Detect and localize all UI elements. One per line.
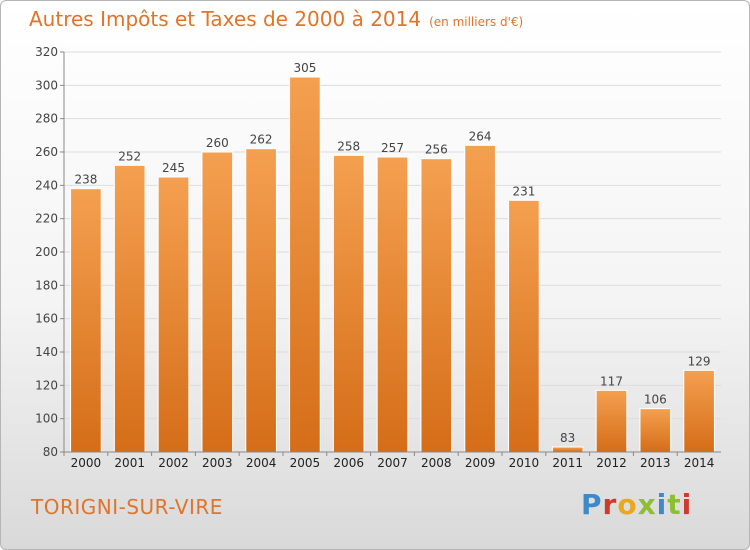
bar <box>595 389 628 453</box>
data-label: 264 <box>469 129 492 143</box>
data-label: 252 <box>118 149 141 163</box>
logo-letter: r <box>602 488 618 521</box>
logo-letter: P <box>581 488 603 521</box>
commune-name: TORIGNI-SUR-VIRE <box>31 495 223 519</box>
data-label: 305 <box>293 61 316 75</box>
logo-letter: t <box>667 488 682 521</box>
bar <box>201 151 234 453</box>
chart-title-text: Autres Impôts et Taxes de 2000 à 2014 <box>29 7 422 31</box>
x-tick-label: 2010 <box>509 456 540 470</box>
bar <box>464 144 496 453</box>
logo-letter: i <box>656 488 668 521</box>
data-label: 238 <box>74 173 97 187</box>
y-tick-label: 140 <box>35 345 58 359</box>
data-label: 260 <box>206 136 229 150</box>
data-label: 257 <box>381 141 404 155</box>
x-tick-label: 2001 <box>114 456 145 470</box>
x-tick-label: 2003 <box>202 456 233 470</box>
chart-title: Autres Impôts et Taxes de 2000 à 2014 (en… <box>29 7 523 31</box>
x-tick-label: 2004 <box>246 456 277 470</box>
x-tick-label: 2012 <box>596 456 627 470</box>
y-tick-label: 260 <box>35 145 58 159</box>
bar <box>289 76 321 453</box>
y-tick-label: 160 <box>35 312 58 326</box>
logo-letter: o <box>617 488 638 521</box>
data-label: 129 <box>688 354 711 368</box>
y-tick-label: 220 <box>35 212 58 226</box>
bars: 238 252 245 260 262 305 258 257 256 264 231 83 117 10… <box>70 61 715 453</box>
x-tick-label: 2007 <box>377 456 408 470</box>
bar <box>508 199 540 453</box>
x-tick-label: 2011 <box>552 456 583 470</box>
proxiti-logo[interactable]: Proxiti <box>581 488 692 521</box>
y-tick-label: 120 <box>35 378 58 392</box>
x-tick-label: 2005 <box>290 456 321 470</box>
bar <box>70 188 102 453</box>
data-label: 83 <box>560 431 575 445</box>
bar <box>113 164 146 453</box>
x-tick-label: 2000 <box>71 456 102 470</box>
y-tick-label: 240 <box>35 178 58 192</box>
y-tick-label: 280 <box>35 112 58 126</box>
y-tick-label: 200 <box>35 245 58 259</box>
y-tick-label: 80 <box>43 445 58 459</box>
data-label: 106 <box>644 393 667 407</box>
y-tick-label: 320 <box>35 45 58 59</box>
x-tick-label: 2002 <box>158 456 189 470</box>
data-label: 256 <box>425 143 448 157</box>
logo-letter: i <box>681 488 693 521</box>
logo-letter: x <box>637 488 657 521</box>
x-tick-label: 2009 <box>465 456 496 470</box>
bar <box>376 156 409 453</box>
bar <box>245 148 277 453</box>
data-label: 117 <box>600 374 623 388</box>
data-label: 258 <box>337 139 360 153</box>
x-tick-label: 2008 <box>421 456 452 470</box>
axes: 80 100 120 140 160 180 200 220 240 260 280 300 320 20… <box>35 45 721 470</box>
bar <box>551 446 584 453</box>
x-tick-label: 2006 <box>333 456 364 470</box>
x-tick-label: 2013 <box>640 456 671 470</box>
x-tick-label: 2014 <box>684 456 715 470</box>
y-tick-label: 100 <box>35 412 58 426</box>
bar <box>639 408 672 453</box>
bar <box>157 176 190 453</box>
bar <box>683 369 715 453</box>
y-tick-label: 300 <box>35 78 58 92</box>
bar <box>420 158 453 453</box>
y-tick-label: 180 <box>35 278 58 292</box>
data-label: 245 <box>162 161 185 175</box>
bar-chart: 238 252 245 260 262 305 258 257 256 264 231 83 117 10… <box>35 45 721 470</box>
bar <box>332 154 365 453</box>
data-label: 231 <box>512 184 535 198</box>
chart-subtitle: (en milliers d'€) <box>429 15 524 29</box>
data-label: 262 <box>250 133 273 147</box>
